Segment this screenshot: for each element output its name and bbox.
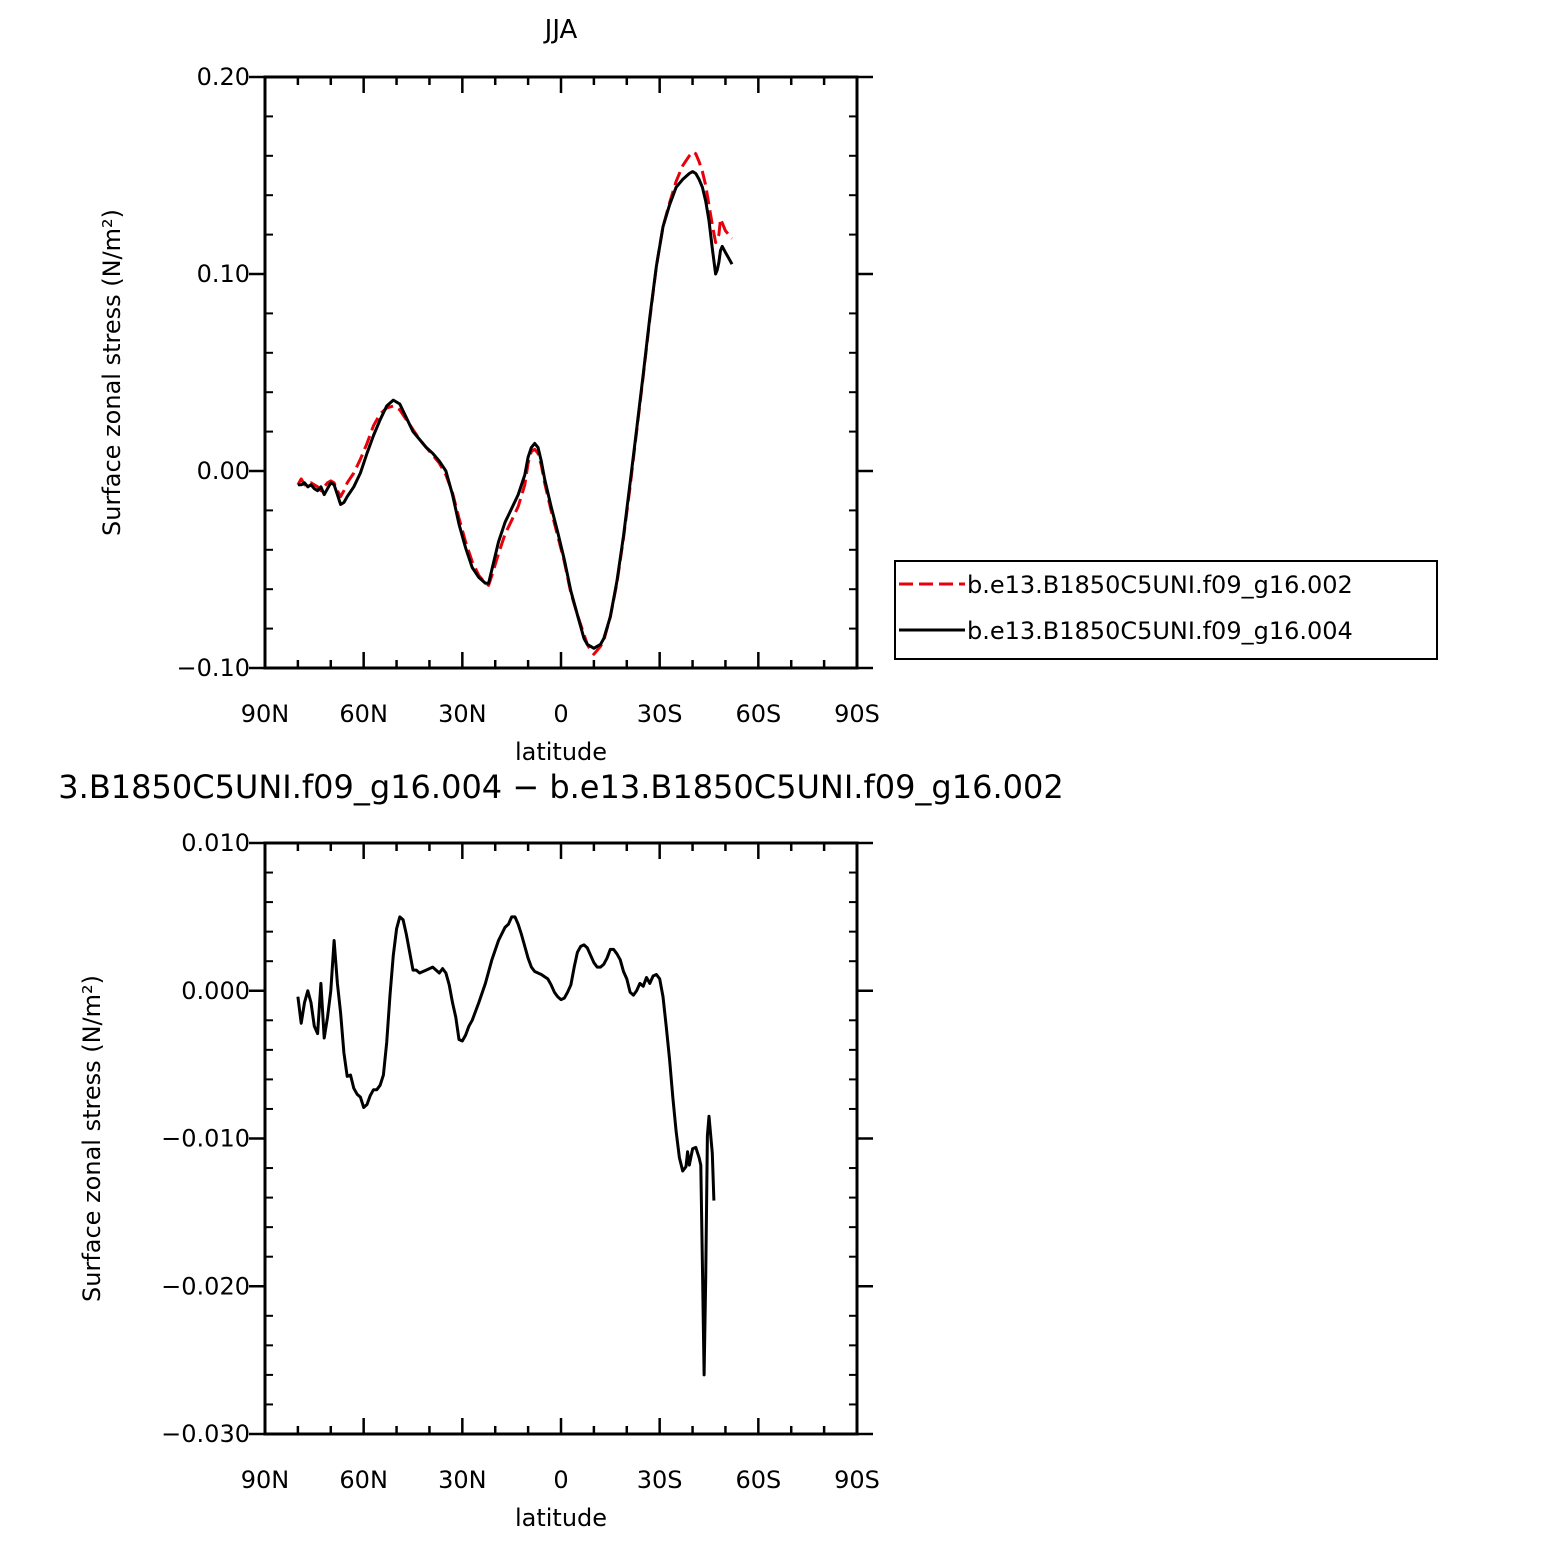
plot-frame xyxy=(263,841,859,1436)
x-tick-label: 60N xyxy=(339,1466,388,1494)
y-tick-label: 0.20 xyxy=(197,63,250,91)
x-tick-label: 30S xyxy=(637,700,683,728)
y-axis-label: Surface zonal stress (N/m²) xyxy=(78,975,106,1302)
y-tick-label: −0.010 xyxy=(161,1125,250,1153)
x-tick-label: 60N xyxy=(339,700,388,728)
legend-label-2: b.e13.B1850C5UNI.f09_g16.004 xyxy=(967,617,1353,645)
plot-frame xyxy=(263,75,859,670)
y-tick-label: 0.00 xyxy=(197,457,250,485)
x-tick-label: 60S xyxy=(735,700,781,728)
legend-box xyxy=(894,560,1438,660)
x-tick-label: 90S xyxy=(834,1466,880,1494)
chart-title: 3.B1850C5UNI.f09_g16.004 − b.e13.B1850C5… xyxy=(58,768,1063,806)
x-axis-label: latitude xyxy=(515,738,607,766)
legend-label-1: b.e13.B1850C5UNI.f09_g16.002 xyxy=(967,571,1353,599)
x-axis-label: latitude xyxy=(515,1504,607,1532)
y-tick-label: −0.10 xyxy=(176,654,250,682)
bottom-panel: 3.B1850C5UNI.f09_g16.004 − b.e13.B1850C5… xyxy=(58,768,1063,1532)
x-tick-label: 30N xyxy=(438,1466,487,1494)
y-tick-label: −0.030 xyxy=(161,1420,250,1448)
legend: b.e13.B1850C5UNI.f09_g16.002 b.e13.B1850C… xyxy=(894,560,1438,660)
plot-area xyxy=(296,150,734,656)
series-line-1 xyxy=(296,150,734,656)
y-axis-label: Surface zonal stress (N/m²) xyxy=(98,209,126,536)
y-tick-label: −0.020 xyxy=(161,1272,250,1300)
series-line-2 xyxy=(297,170,734,650)
top-panel: JJA 90N 60N 30N 0 30S 60S 90S 0.20 0.10 0.00 −0.10 l… xyxy=(98,15,1438,766)
plot-area xyxy=(296,915,716,1377)
y-tick-label: 0.10 xyxy=(197,260,250,288)
x-tick-label: 0 xyxy=(553,700,568,728)
x-tick-label: 90N xyxy=(241,700,290,728)
y-tick-label: 0.010 xyxy=(181,829,250,857)
x-tick-label: 30N xyxy=(438,700,487,728)
x-tick-label: 90N xyxy=(241,1466,290,1494)
x-tick-label: 60S xyxy=(735,1466,781,1494)
chart-title: JJA xyxy=(543,15,578,45)
x-tick-label: 0 xyxy=(553,1466,568,1494)
x-tick-label: 30S xyxy=(637,1466,683,1494)
y-tick-label: 0.000 xyxy=(181,977,250,1005)
x-tick-label: 90S xyxy=(834,700,880,728)
series-line-1 xyxy=(296,915,716,1377)
